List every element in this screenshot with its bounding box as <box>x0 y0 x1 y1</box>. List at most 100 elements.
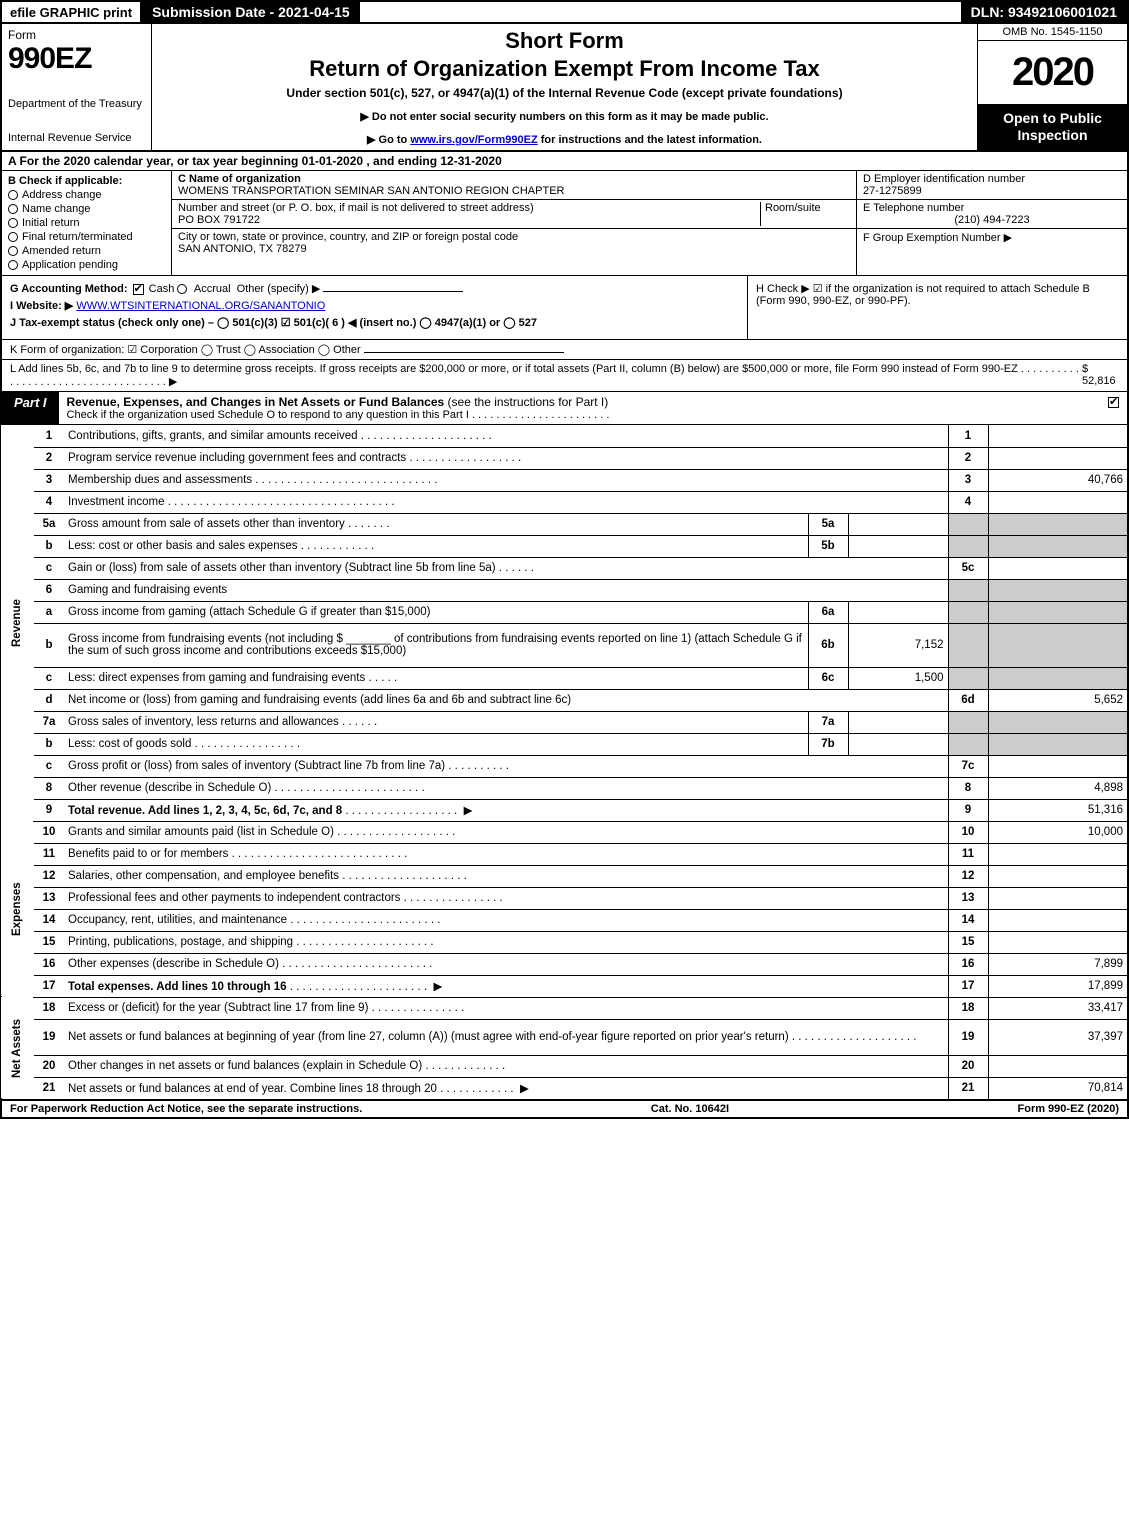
l9-num: 9 <box>34 799 64 821</box>
opt-initial-return[interactable]: Initial return <box>8 217 165 229</box>
l1-rnum: 1 <box>948 425 988 447</box>
side-expenses: Expenses <box>1 821 34 997</box>
part-1-checkbox[interactable] <box>1100 392 1127 424</box>
l8-rnum: 8 <box>948 777 988 799</box>
l3-desc: Membership dues and assessments <box>68 474 252 486</box>
l17-rnum: 17 <box>948 975 988 997</box>
l12-val <box>988 865 1128 887</box>
l17-val: 17,899 <box>988 975 1128 997</box>
dept-irs: Internal Revenue Service <box>8 132 145 144</box>
l16-desc: Other expenses (describe in Schedule O) <box>68 958 279 970</box>
city-label: City or town, state or province, country… <box>178 231 518 243</box>
l20-rnum: 20 <box>948 1055 988 1077</box>
l5b-num: b <box>34 535 64 557</box>
opt-name-change[interactable]: Name change <box>8 203 165 215</box>
l7b-greyv <box>988 733 1128 755</box>
l15-num: 15 <box>34 931 64 953</box>
l20-num: 20 <box>34 1055 64 1077</box>
d-ein-label: D Employer identification number <box>863 173 1025 185</box>
l10-val: 10,000 <box>988 821 1128 843</box>
l6a-sb: 6a <box>808 601 848 623</box>
g-cash-checkbox[interactable] <box>133 284 144 295</box>
l6-num: 6 <box>34 579 64 601</box>
l6c-greyv <box>988 667 1128 689</box>
l11-val <box>988 843 1128 865</box>
opt-application-pending[interactable]: Application pending <box>8 259 165 271</box>
l-amount: $ 52,816 <box>1082 363 1119 388</box>
l10-rnum: 10 <box>948 821 988 843</box>
l11-desc: Benefits paid to or for members <box>68 848 228 860</box>
l6d-rnum: 6d <box>948 689 988 711</box>
l6a-sv <box>848 601 948 623</box>
short-form-label: Short Form <box>160 28 969 54</box>
l21-rnum: 21 <box>948 1077 988 1099</box>
section-ghij: G Accounting Method: Cash Accrual Other … <box>0 276 1129 340</box>
l7b-sb: 7b <box>808 733 848 755</box>
note2-pre: ▶ Go to <box>367 134 410 146</box>
h-schedule-b: H Check ▶ ☑ if the organization is not r… <box>747 276 1127 339</box>
l3-val: 40,766 <box>988 469 1128 491</box>
note2-post: for instructions and the latest informat… <box>538 134 762 146</box>
l7a-num: 7a <box>34 711 64 733</box>
form-word: Form <box>8 28 145 42</box>
l6a-greyv <box>988 601 1128 623</box>
l18-val: 33,417 <box>988 997 1128 1019</box>
l7b-sv <box>848 733 948 755</box>
l5a-grey <box>948 513 988 535</box>
e-phone-value: (210) 494-7223 <box>863 214 1121 226</box>
l6a-num: a <box>34 601 64 623</box>
l1-num: 1 <box>34 425 64 447</box>
c-name-label: C Name of organization <box>178 173 301 185</box>
l5c-val <box>988 557 1128 579</box>
form-header: Form 990EZ Department of the Treasury In… <box>0 24 1129 152</box>
part-1-title: Revenue, Expenses, and Changes in Net As… <box>59 392 1100 424</box>
l16-num: 16 <box>34 953 64 975</box>
footer-right: Form 990-EZ (2020) <box>1018 1103 1119 1115</box>
l3-num: 3 <box>34 469 64 491</box>
l7b-num: b <box>34 733 64 755</box>
opt-final-return[interactable]: Final return/terminated <box>8 231 165 243</box>
g-accrual-radio[interactable] <box>177 284 187 294</box>
col-def: D Employer identification number 27-1275… <box>857 171 1127 275</box>
l21-desc: Net assets or fund balances at end of ye… <box>68 1083 437 1095</box>
g-accrual-label: Accrual <box>194 283 231 295</box>
l8-num: 8 <box>34 777 64 799</box>
l17-num: 17 <box>34 975 64 997</box>
website-link[interactable]: WWW.WTSINTERNATIONAL.ORG/SANANTONIO <box>76 300 325 312</box>
l19-desc: Net assets or fund balances at beginning… <box>68 1031 789 1043</box>
l12-desc: Salaries, other compensation, and employ… <box>68 870 339 882</box>
tax-year: 2020 <box>978 41 1127 104</box>
l6a-grey <box>948 601 988 623</box>
l18-num: 18 <box>34 997 64 1019</box>
l2-val <box>988 447 1128 469</box>
l7a-desc: Gross sales of inventory, less returns a… <box>68 716 339 728</box>
opt-amended-return[interactable]: Amended return <box>8 245 165 257</box>
l5a-greyv <box>988 513 1128 535</box>
l16-rnum: 16 <box>948 953 988 975</box>
l6b-num: b <box>34 623 64 667</box>
side-netassets: Net Assets <box>1 997 34 1099</box>
efile-label[interactable]: efile GRAPHIC print <box>2 2 142 22</box>
opt-address-change[interactable]: Address change <box>8 189 165 201</box>
l15-rnum: 15 <box>948 931 988 953</box>
k-text: K Form of organization: ☑ Corporation ◯ … <box>10 344 361 356</box>
part-1-sub: Check if the organization used Schedule … <box>67 409 1092 421</box>
l20-desc: Other changes in net assets or fund bala… <box>68 1060 422 1072</box>
l5b-grey <box>948 535 988 557</box>
l11-num: 11 <box>34 843 64 865</box>
instructions-link-line: ▶ Go to www.irs.gov/Form990EZ for instru… <box>160 133 969 146</box>
l9-val: 51,316 <box>988 799 1128 821</box>
l9-desc: Total revenue. Add lines 1, 2, 3, 4, 5c,… <box>68 805 342 817</box>
l5a-desc: Gross amount from sale of assets other t… <box>68 518 345 530</box>
l2-rnum: 2 <box>948 447 988 469</box>
l7a-grey <box>948 711 988 733</box>
spacer <box>360 2 961 22</box>
form-number: 990EZ <box>8 42 145 76</box>
l13-num: 13 <box>34 887 64 909</box>
l10-desc: Grants and similar amounts paid (list in… <box>68 826 334 838</box>
irs-link[interactable]: www.irs.gov/Form990EZ <box>410 134 537 146</box>
l18-rnum: 18 <box>948 997 988 1019</box>
omb-number: OMB No. 1545-1150 <box>978 24 1127 41</box>
col-b-checkboxes: B Check if applicable: Address change Na… <box>2 171 172 275</box>
l6c-num: c <box>34 667 64 689</box>
